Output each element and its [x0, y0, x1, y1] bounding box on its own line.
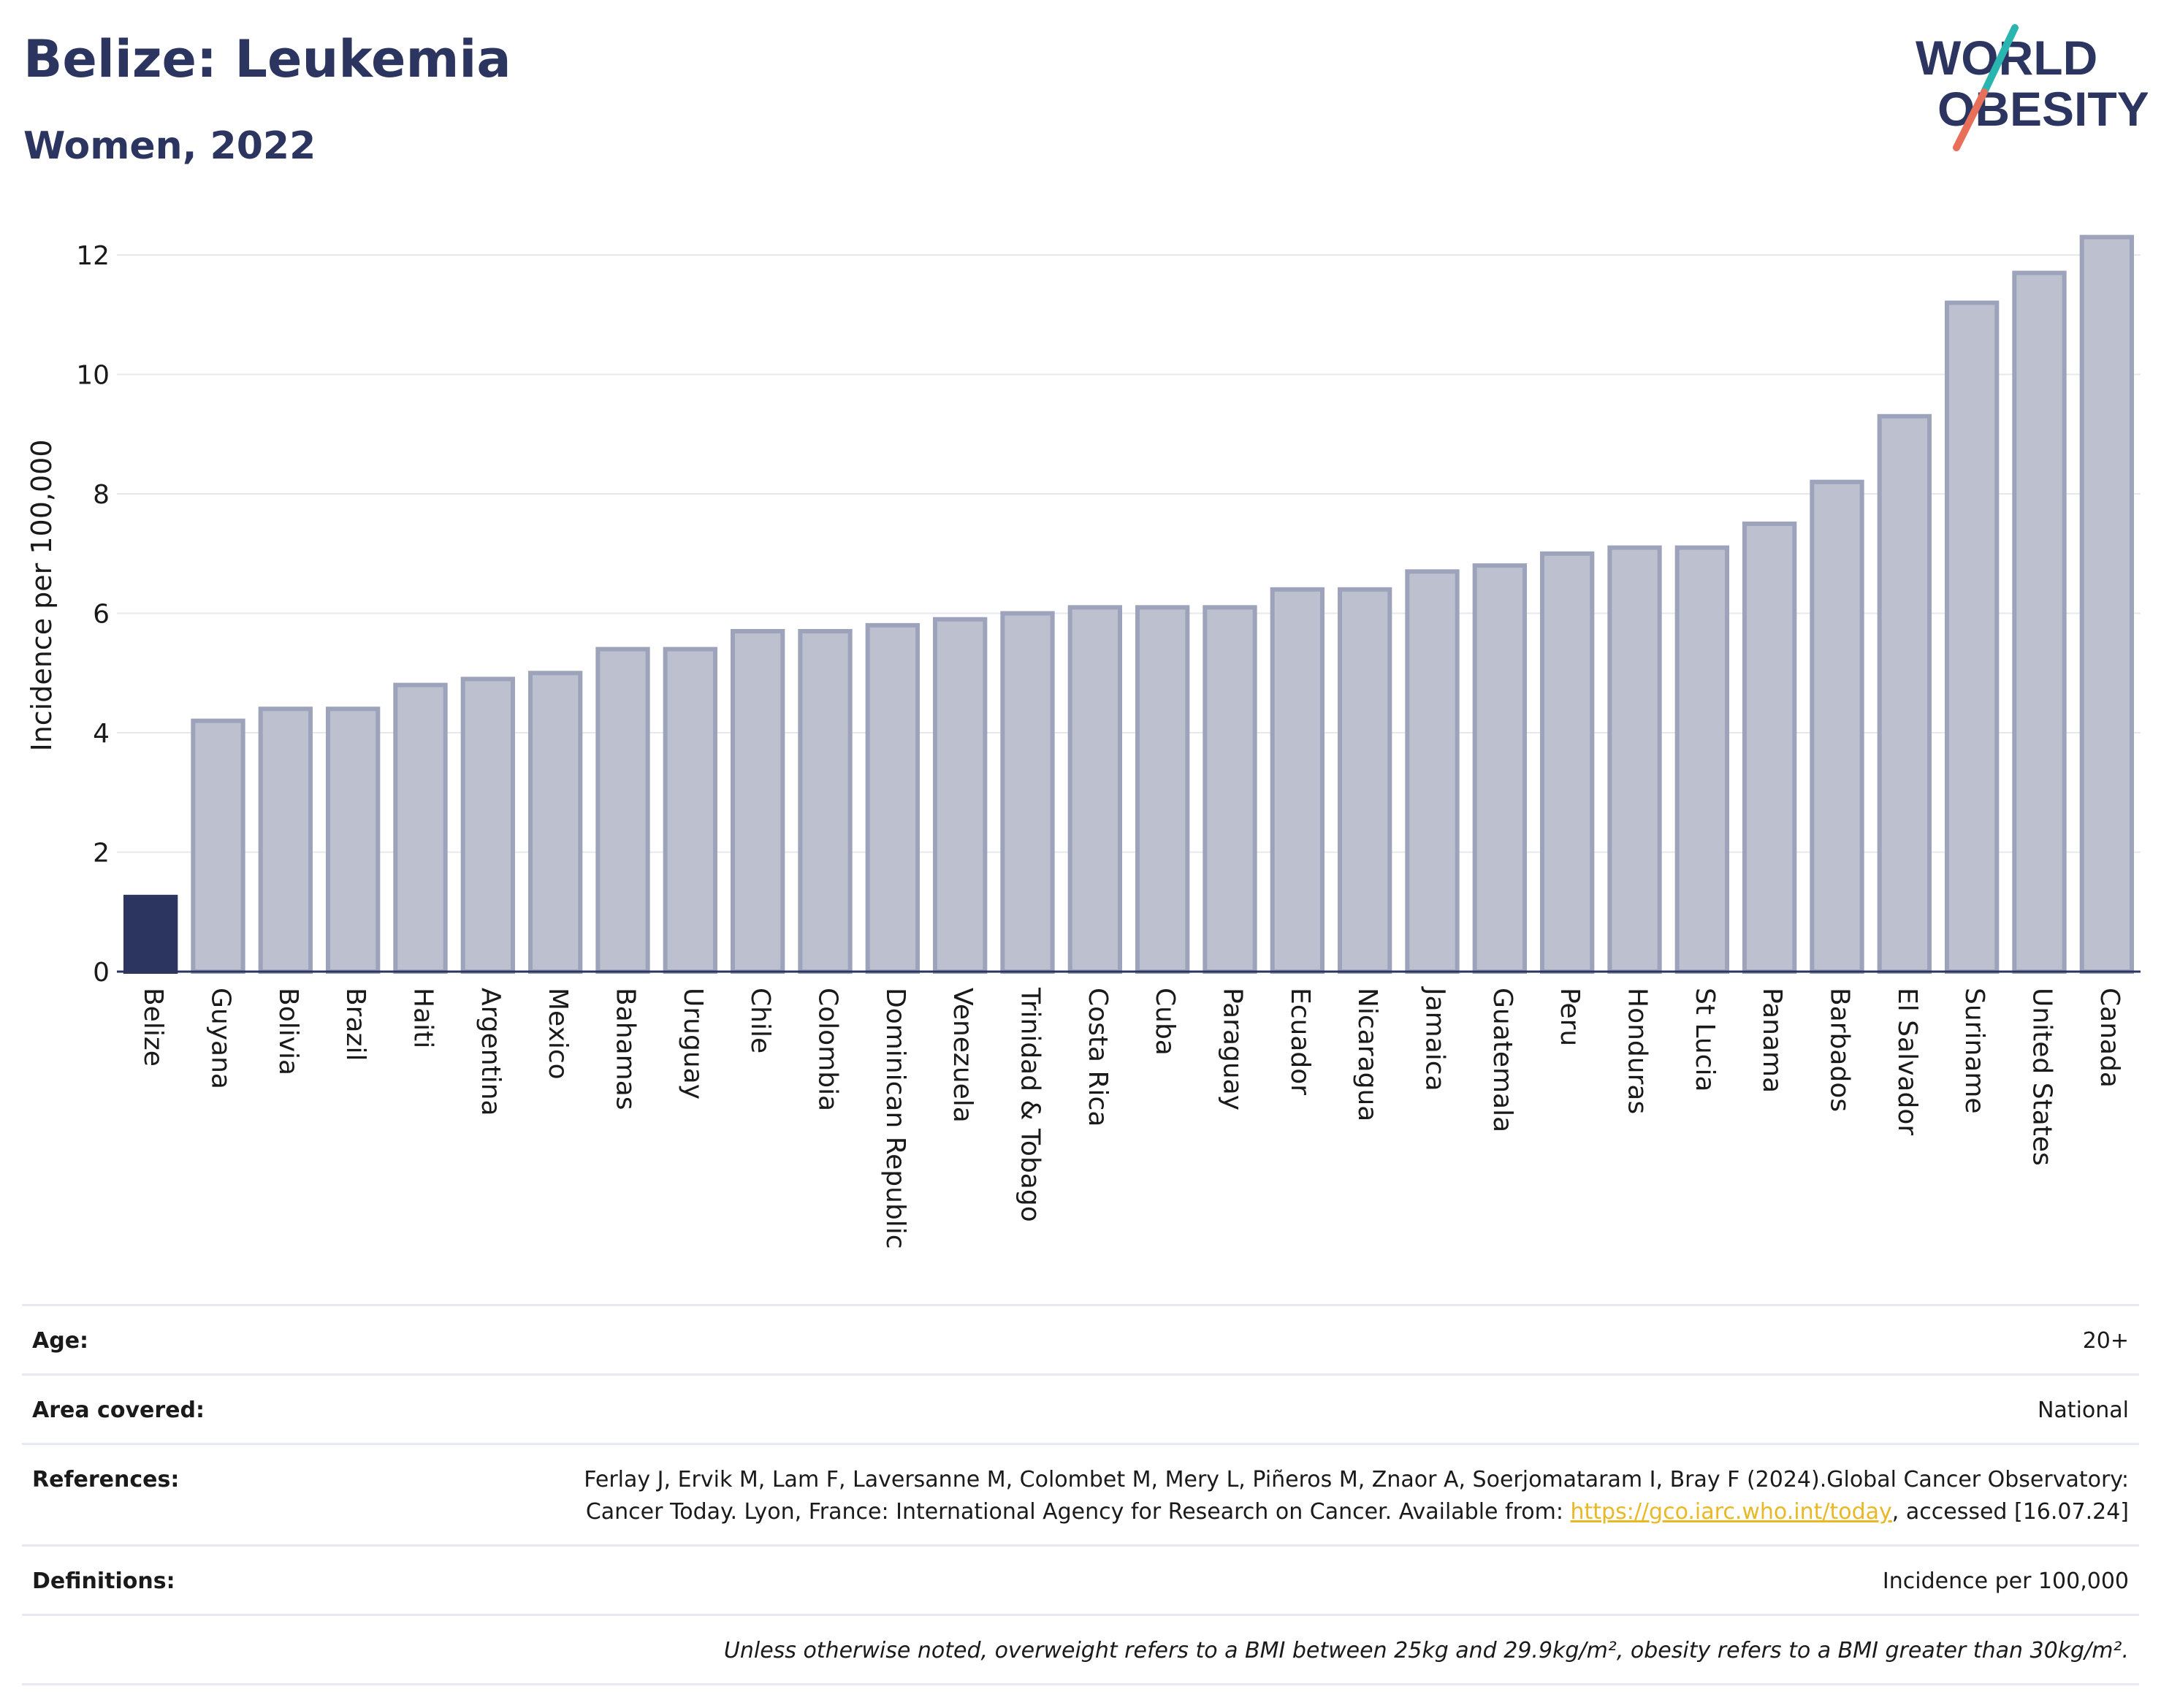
bar-belize [123, 894, 178, 975]
y-tick-label: 6 [93, 600, 110, 630]
x-tick-label: Paraguay [1218, 988, 1248, 1110]
x-tick-label: Nicaragua [1352, 988, 1382, 1121]
x-tick-label: Canada [2095, 988, 2124, 1088]
bar-honduras [1607, 545, 1662, 974]
x-tick-label: Honduras [1623, 988, 1653, 1114]
x-tick-label: Costa Rica [1083, 988, 1113, 1126]
bmi-note: Unless otherwise noted, overweight refer… [723, 1638, 2129, 1663]
bar-united-states [2012, 270, 2067, 975]
references-label: References: [32, 1467, 180, 1492]
bar-brazil [326, 706, 381, 974]
x-tick-label: Bahamas [611, 988, 641, 1110]
world-obesity-logo: WORLD OBESITY [1916, 24, 2148, 151]
logo-slash-coral [1953, 88, 1988, 151]
references-tail: , accessed [16.07.24] [1891, 1499, 2129, 1525]
y-tick-label: 0 [93, 958, 110, 988]
bar-el-salvador [1877, 413, 1932, 974]
x-tick-label: Belize [138, 988, 168, 1067]
x-tick-label: Guatemala [1487, 988, 1517, 1132]
bar-chart: 0 2 4 6 8 10 12 Belize Guyana Bolivia Brazil Haiti… [26, 235, 2141, 1249]
age-value: 20+ [2082, 1328, 2129, 1354]
bar-guatemala [1472, 563, 1527, 974]
bar-venezuela [933, 617, 988, 974]
bar-bahamas [595, 647, 650, 974]
x-tick-label: United States [2027, 988, 2057, 1166]
definitions-label: Definitions: [32, 1568, 175, 1594]
info-table: Age: 20+ Area covered: National Referenc… [22, 1304, 2139, 1685]
bar-mexico [528, 671, 583, 974]
chart-title: Belize: Leukemia [23, 29, 511, 89]
bar-haiti [393, 682, 448, 974]
note-row: Unless otherwise noted, overweight refer… [22, 1614, 2139, 1685]
bar-cuba [1135, 605, 1190, 974]
x-tick-label: St Lucia [1690, 988, 1720, 1092]
bar-costa-rica [1067, 605, 1122, 974]
y-tick-label: 8 [93, 480, 110, 510]
bar-dominican-republic [865, 622, 920, 974]
bar-ecuador [1270, 587, 1325, 974]
bar-st-lucia [1674, 545, 1729, 974]
bar-guyana [191, 718, 245, 975]
bar-nicaragua [1338, 587, 1392, 974]
x-tick-label: Uruguay [678, 988, 708, 1099]
age-row: Age: 20+ [22, 1304, 2139, 1373]
y-axis-label: Incidence per 100,000 [26, 439, 58, 751]
x-tick-label: Brazil [340, 988, 370, 1061]
references-link[interactable]: https://gco.iarc.who.int/today [1570, 1499, 1892, 1525]
x-tick-label: Chile [745, 988, 775, 1053]
x-tick-label: Jamaica [1420, 986, 1450, 1091]
x-tick-label: Trinidad & Tobago [1015, 987, 1045, 1222]
x-tick-label: Peru [1555, 988, 1585, 1046]
y-axis-ticks: 0 2 4 6 8 10 12 [76, 241, 110, 988]
references-row: References: Ferlay J, Ervik M, Lam F, La… [22, 1443, 2139, 1544]
gridlines [117, 254, 2141, 853]
bar-argentina [460, 676, 515, 974]
bar-suriname [1945, 300, 2000, 974]
y-tick-label: 12 [76, 241, 110, 271]
y-tick-label: 4 [93, 719, 110, 749]
x-tick-label: Ecuador [1285, 988, 1315, 1095]
y-tick-label: 10 [76, 361, 110, 391]
age-label: Age: [32, 1328, 89, 1354]
bar-paraguay [1203, 605, 1257, 974]
definitions-row: Definitions: Incidence per 100,000 [22, 1544, 2139, 1614]
references-value: Ferlay J, Ervik M, Lam F, Laversanne M, … [522, 1464, 2129, 1528]
bar-colombia [798, 629, 853, 974]
x-axis-labels: Belize Guyana Bolivia Brazil Haiti Argentina M… [138, 986, 2124, 1249]
area-value: National [2037, 1398, 2129, 1423]
area-row: Area covered: National [22, 1373, 2139, 1443]
bar-peru [1540, 551, 1595, 974]
bar-panama [1742, 521, 1797, 974]
x-tick-label: Bolivia [273, 988, 303, 1075]
x-tick-label: Argentina [476, 988, 506, 1116]
x-tick-label: Venezuela [948, 988, 977, 1123]
x-tick-label: El Salvador [1892, 988, 1922, 1135]
bar-barbados [1810, 479, 1864, 974]
x-tick-label: Panama [1757, 988, 1787, 1093]
definitions-value: Incidence per 100,000 [1882, 1568, 2129, 1594]
bar-bolivia [258, 706, 313, 974]
logo-slash-teal [1981, 24, 2019, 96]
bar-canada [2079, 235, 2134, 974]
x-tick-label: Dominican Republic [880, 988, 910, 1249]
x-tick-label: Haiti [408, 988, 438, 1048]
bar-uruguay [663, 647, 717, 974]
x-tick-label: Suriname [1959, 988, 1989, 1114]
x-tick-label: Guyana [206, 988, 236, 1089]
bar-jamaica [1405, 569, 1460, 974]
x-tick-label: Cuba [1150, 988, 1180, 1056]
bar-trinidad-tobago [1000, 611, 1055, 974]
area-label: Area covered: [32, 1398, 205, 1423]
bars [123, 235, 2134, 975]
chart-subtitle: Women, 2022 [23, 124, 316, 168]
references-text: Ferlay J, Ervik M, Lam F, Laversanne M, … [584, 1467, 2129, 1525]
y-tick-label: 2 [93, 839, 110, 869]
x-tick-label: Mexico [543, 988, 573, 1080]
x-tick-label: Barbados [1825, 988, 1855, 1112]
bar-chile [731, 629, 785, 974]
x-tick-label: Colombia [813, 988, 843, 1111]
